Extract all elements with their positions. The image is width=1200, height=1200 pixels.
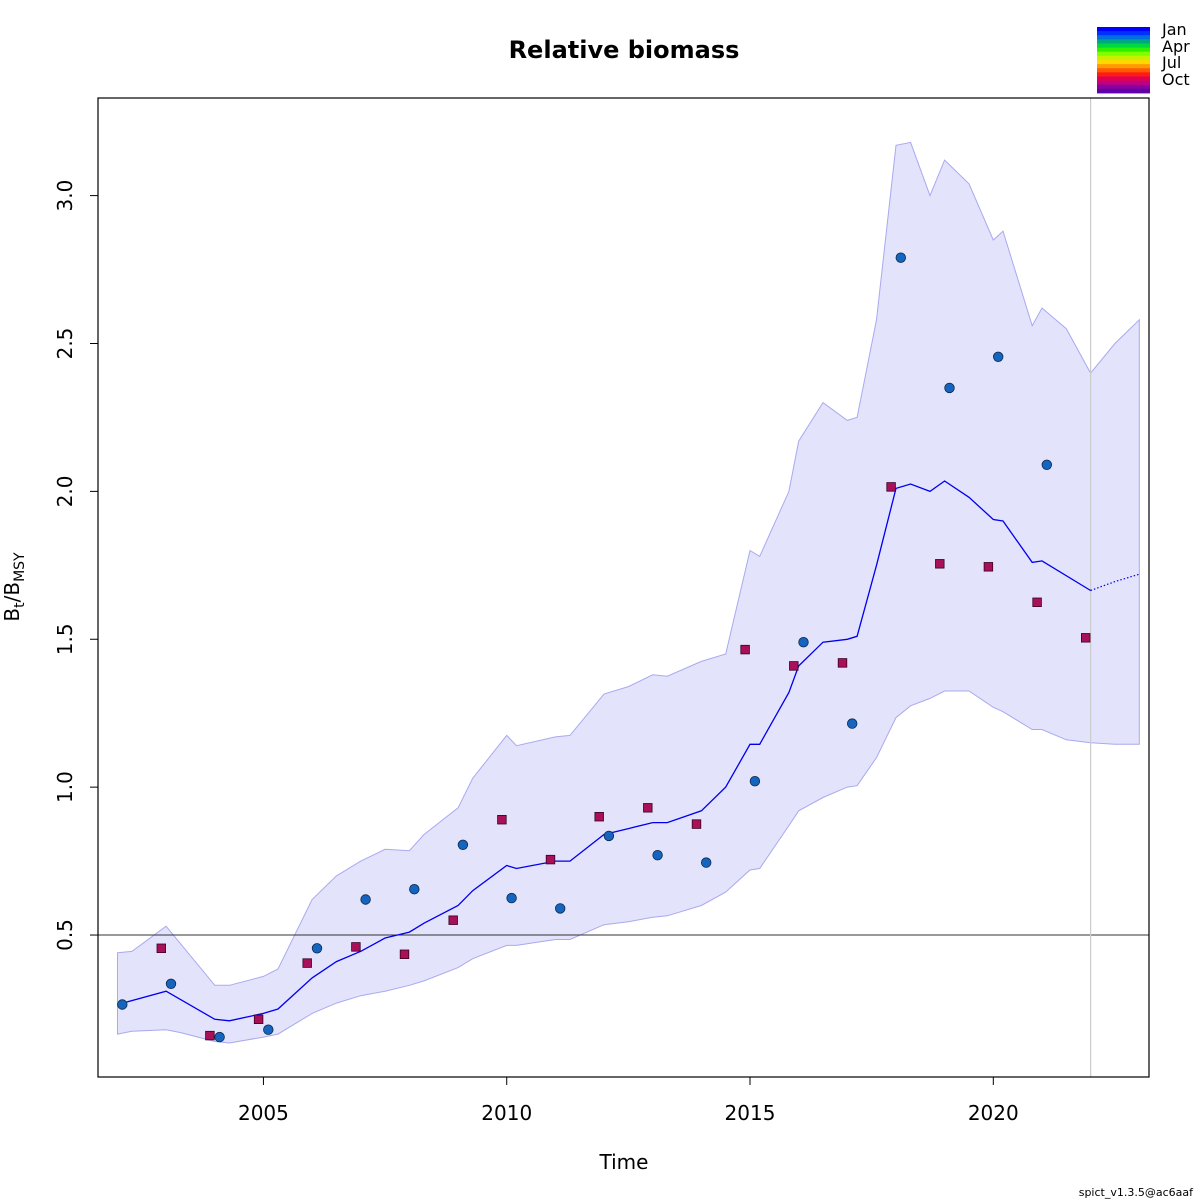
- index2-point: [448, 915, 458, 925]
- index2-point: [935, 559, 945, 569]
- index1-point: [847, 718, 858, 729]
- legend-color-swatch: [1097, 55, 1150, 61]
- biomass-estimate-line: [117, 480, 1091, 1022]
- index1-point: [652, 850, 663, 861]
- y-axis-title-sep: /B: [0, 582, 24, 602]
- x-axis: 2005 2010 2015 2020: [238, 1077, 1019, 1125]
- index1-point: [214, 1031, 225, 1043]
- index2-point: [886, 482, 896, 492]
- legend-color-swatch: [1097, 35, 1150, 40]
- legend-color-swatch: [1097, 72, 1150, 77]
- legend-color-swatch: [1097, 80, 1150, 86]
- x-tick-label: 2020: [968, 1101, 1019, 1125]
- index2-point: [399, 949, 410, 960]
- index2-point: [1081, 633, 1091, 643]
- index2-point: [594, 812, 604, 822]
- index2-point: [302, 958, 312, 968]
- x-tick-label: 2005: [238, 1101, 289, 1125]
- footer-version-label: spict_v1.3.5@ac6aaf: [1079, 1186, 1194, 1199]
- index1-point: [409, 884, 420, 895]
- index2-point: [837, 658, 848, 668]
- index2-point: [156, 943, 167, 954]
- legend-color-swatch: [1097, 88, 1150, 94]
- legend-color-swatch: [1097, 27, 1150, 32]
- index1-point: [165, 978, 177, 990]
- legend-color-swatch: [1097, 64, 1150, 69]
- plot-frame: [97, 97, 1150, 1078]
- index1-point: [895, 252, 907, 263]
- legend-color-swatch: [1097, 84, 1150, 90]
- y-tick-label: 1.0: [53, 771, 77, 803]
- legend-label: Jul: [1161, 53, 1181, 72]
- index2-point: [789, 661, 799, 671]
- y-axis-title-sub-msy: MSY: [12, 552, 28, 582]
- index2-point: [497, 815, 507, 825]
- plot-area: [98, 98, 1149, 1077]
- index2-point: [205, 1030, 215, 1041]
- index1-point: [263, 1024, 274, 1035]
- index1-point: [749, 776, 761, 787]
- legend-label: Oct: [1162, 70, 1190, 89]
- x-tick-label: 2015: [725, 1101, 776, 1125]
- index1-point: [1041, 459, 1053, 471]
- index1-point: [506, 892, 517, 904]
- index1-point: [311, 943, 323, 954]
- legend-label: Jan: [1161, 20, 1187, 39]
- index2-point: [691, 819, 702, 829]
- index2-point: [643, 803, 653, 813]
- legend-color-swatch: [1097, 51, 1150, 57]
- index1-point: [944, 382, 955, 394]
- x-axis-title: Time: [599, 1150, 649, 1174]
- legend-color-swatch: [1097, 31, 1150, 36]
- legend-color-swatch: [1097, 68, 1150, 73]
- legend-color-swatch: [1097, 43, 1150, 49]
- y-tick-label: 2.0: [53, 475, 77, 507]
- biomass-forecast-line: [1090, 573, 1140, 592]
- index1-point: [993, 351, 1004, 363]
- index2-point: [351, 942, 361, 952]
- y-axis-title-sub-t: t: [12, 602, 28, 608]
- legend-color-swatch: [1097, 76, 1150, 82]
- index2-point: [545, 854, 556, 865]
- index1-point: [701, 857, 712, 868]
- chart-title: Relative biomass: [509, 36, 740, 64]
- legend-color-swatch: [1097, 39, 1150, 44]
- index2-point: [983, 562, 994, 572]
- legend-color-swatch: [1097, 60, 1150, 65]
- index2-point: [1032, 597, 1042, 608]
- index1-point: [457, 839, 469, 851]
- y-tick-label: 0.5: [53, 919, 77, 951]
- legend-label: Apr: [1162, 37, 1190, 56]
- index1-point: [117, 999, 128, 1010]
- y-axis: 0.5 1.0 1.5 2.0 2.5 3.0: [53, 180, 98, 951]
- index1-point: [555, 903, 566, 914]
- index2-point: [253, 1014, 264, 1025]
- y-axis-title: Bt/BMSY: [0, 552, 28, 622]
- y-tick-label: 1.5: [53, 623, 77, 655]
- index1-point: [603, 830, 615, 842]
- index1-point: [798, 637, 809, 648]
- y-axis-title-main: B: [0, 608, 24, 622]
- index2-point: [740, 644, 750, 655]
- confidence-band: [117, 141, 1140, 1044]
- index1-point: [360, 894, 371, 905]
- x-tick-label: 2010: [481, 1101, 532, 1125]
- legend-color-swatch: [1097, 47, 1150, 53]
- y-tick-label: 2.5: [53, 328, 77, 360]
- y-tick-label: 3.0: [53, 180, 77, 212]
